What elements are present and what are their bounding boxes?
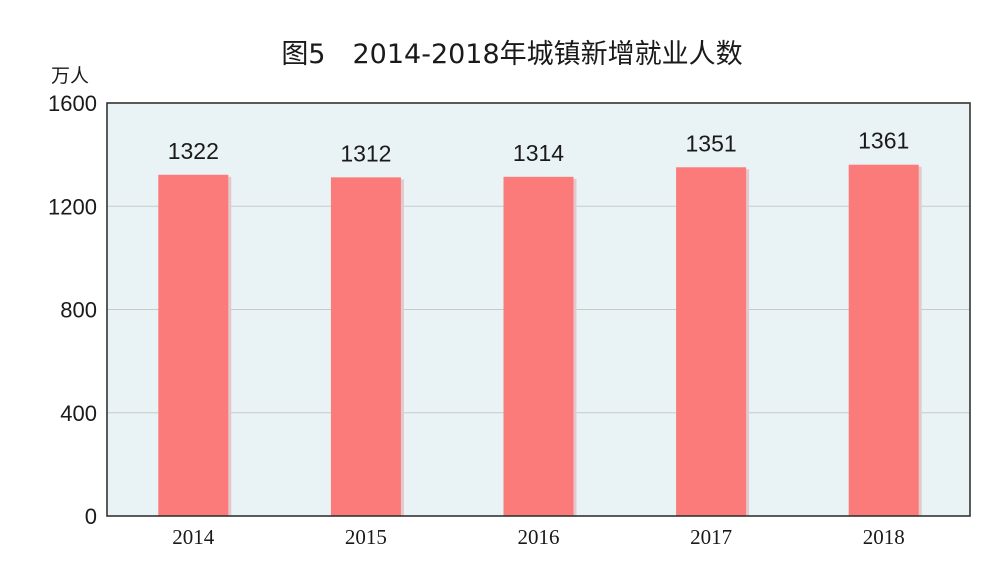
plot-frame — [106, 102, 971, 517]
y-axis-ticks: 0 400 800 1200 1600 — [48, 91, 97, 529]
x-tick-label: 2016 — [518, 525, 560, 549]
bar-value-label: 1361 — [858, 128, 909, 154]
bars — [158, 164, 922, 517]
y-tick-label: 1600 — [48, 91, 97, 116]
y-tick-label: 1200 — [48, 194, 97, 219]
chart-title: 图5 2014-2018年城镇新增就业人数 — [281, 39, 742, 70]
bar — [158, 174, 229, 517]
y-axis-unit-label: 万人 — [51, 65, 89, 87]
bar-value-label: 1312 — [340, 140, 391, 166]
bar — [848, 164, 919, 516]
x-tick-label: 2018 — [863, 525, 905, 549]
x-tick-label: 2017 — [690, 525, 732, 549]
bar-value-label: 1351 — [686, 130, 737, 156]
bar-value-labels: 1322 1312 1314 1351 1361 — [168, 128, 910, 167]
y-tick-label: 400 — [60, 401, 97, 426]
bar — [330, 177, 401, 516]
y-tick-label: 800 — [60, 298, 97, 323]
x-axis-ticks: 2014 2015 2016 2017 2018 — [172, 525, 904, 549]
bar-value-label: 1322 — [168, 138, 219, 164]
bar-value-label: 1314 — [513, 140, 564, 166]
bar — [676, 167, 747, 516]
bar — [503, 176, 574, 517]
x-tick-label: 2015 — [345, 525, 387, 549]
x-tick-label: 2014 — [172, 525, 215, 549]
y-tick-label: 0 — [85, 504, 97, 529]
